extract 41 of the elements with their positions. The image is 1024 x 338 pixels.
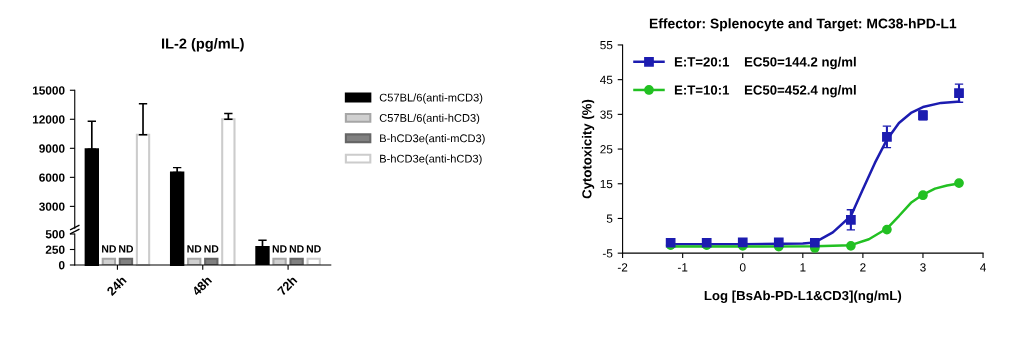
data-label: ND bbox=[272, 245, 287, 253]
y-tick-label: 25 bbox=[600, 145, 613, 154]
x-tick-label: 2 bbox=[860, 263, 866, 272]
data-label: ND bbox=[102, 245, 116, 253]
x-tick-label: 24h bbox=[105, 275, 127, 297]
chart-title: IL-2 (pg/mL) bbox=[162, 38, 244, 52]
data-label: ND bbox=[187, 245, 202, 253]
x-tick-label: 1 bbox=[800, 263, 806, 272]
y-tick-label: 250 bbox=[45, 245, 65, 254]
y-tick-label: 45 bbox=[600, 75, 613, 85]
legend-label: C57BL/6(anti-mCD3) bbox=[379, 93, 483, 104]
data-label: ND bbox=[289, 245, 304, 253]
chart-title: Effector: Splenocyte and Target: MC38-hPD-L1 bbox=[649, 18, 957, 32]
y-axis-title: Cytotoxicity (%) bbox=[581, 99, 595, 199]
x-tick-label: -1 bbox=[677, 263, 688, 272]
y-tick-label: 5 bbox=[606, 214, 613, 223]
data-label: ND bbox=[119, 245, 134, 253]
y-tick-label: 3000 bbox=[39, 202, 65, 211]
x-axis-title: Log [BsAb-PD-L1&CD3](ng/mL) bbox=[704, 290, 902, 303]
x-tick-label: 3 bbox=[920, 263, 926, 272]
y-tick-label: 12000 bbox=[32, 115, 65, 124]
x-tick-label: 72h bbox=[276, 275, 298, 296]
y-tick-label: 35 bbox=[600, 110, 613, 119]
data-label: ND bbox=[306, 245, 321, 253]
x-tick-label: -2 bbox=[617, 263, 628, 272]
data-label: ND bbox=[204, 245, 219, 253]
y-tick-label: 55 bbox=[600, 41, 613, 50]
x-tick-label: 4 bbox=[980, 263, 986, 272]
y-tick-label: 9000 bbox=[39, 144, 65, 153]
legend-label: E:T=10:1 EC50=452.4 ng/ml bbox=[674, 85, 856, 98]
y-tick-label: 6000 bbox=[39, 173, 65, 182]
y-tick-label: -5 bbox=[602, 249, 613, 258]
y-tick-label: 15 bbox=[600, 179, 613, 189]
legend-label: C57BL/6(anti-hCD3) bbox=[379, 113, 480, 125]
x-tick-label: 0 bbox=[739, 263, 746, 272]
legend-label: E:T=20:1 EC50=144.2 ng/ml bbox=[674, 56, 856, 70]
legend-label: B-hCD3e(anti-mCD3) bbox=[380, 134, 485, 145]
legend-label: B-hCD3e(anti-hCD3) bbox=[380, 154, 482, 165]
y-tick-label: 500 bbox=[45, 230, 65, 239]
y-tick-label: 15000 bbox=[32, 86, 65, 95]
x-tick-label: 48h bbox=[191, 275, 213, 297]
